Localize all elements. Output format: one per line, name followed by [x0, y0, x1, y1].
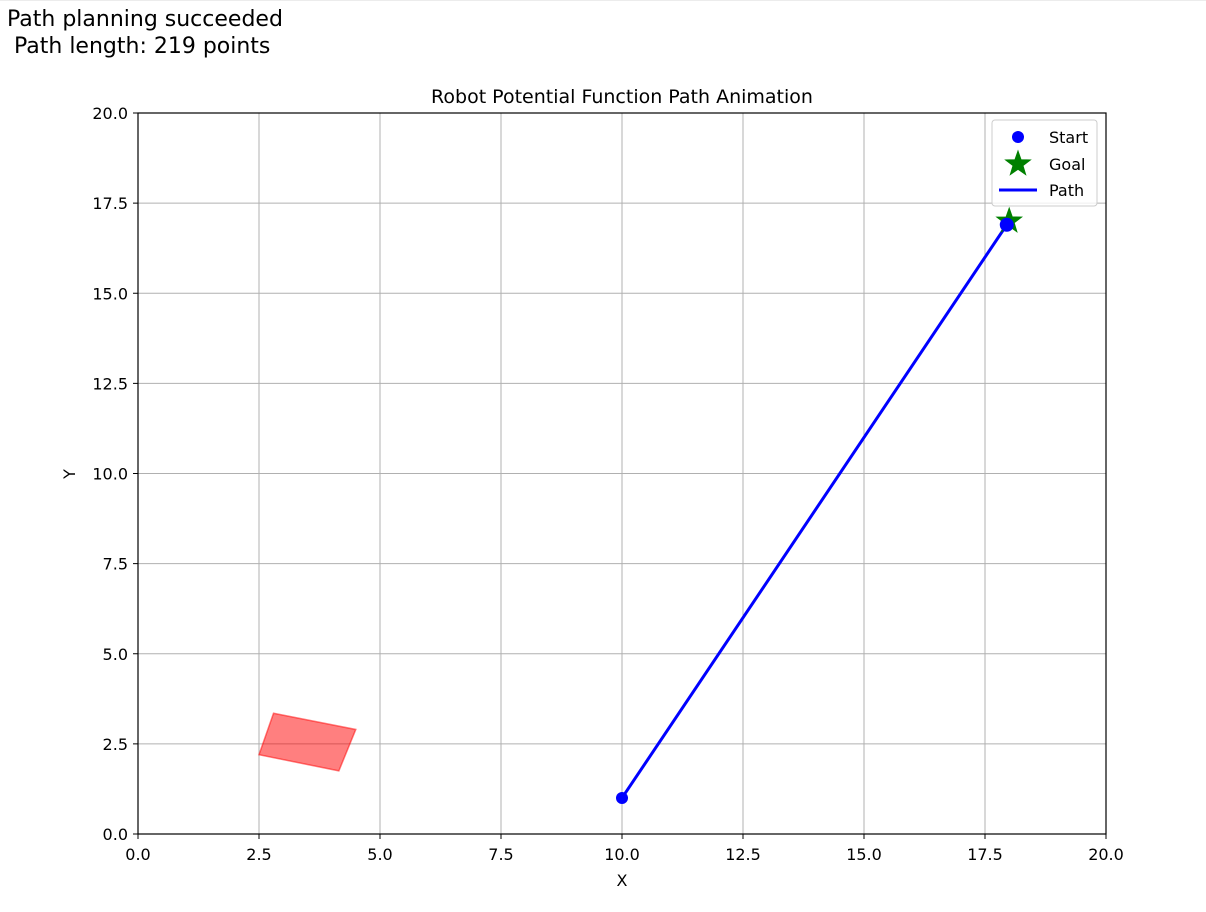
- legend-label-path: Path: [1049, 181, 1084, 200]
- axes-frame: [137, 112, 1107, 835]
- y-tick-label: 20.0: [92, 104, 128, 123]
- x-tick-label: 15.0: [846, 845, 882, 864]
- y-tick-label: 10.0: [92, 465, 128, 484]
- legend-label-start: Start: [1049, 128, 1088, 147]
- y-tick-label: 5.0: [103, 645, 128, 664]
- status-line-2: Path length: 219 points: [7, 34, 271, 59]
- x-tick-label: 10.0: [604, 845, 640, 864]
- legend: Start Goal Path: [991, 119, 1098, 207]
- plot-area: [258, 206, 1024, 804]
- y-tick-label: 7.5: [103, 555, 128, 574]
- x-tick-label: 20.0: [1088, 845, 1124, 864]
- robot-current-point: [999, 217, 1014, 232]
- x-tick-label: 12.5: [725, 845, 761, 864]
- y-tick-label: 2.5: [103, 735, 128, 754]
- x-tick-label: 7.5: [488, 845, 513, 864]
- start-point: [616, 791, 628, 804]
- chart-title: Robot Potential Function Path Animation: [431, 86, 813, 108]
- path-line: [620, 223, 1009, 799]
- y-axis-label: Y: [60, 469, 79, 480]
- status-line-1: Path planning succeeded: [7, 7, 283, 32]
- y-tick-label: 0.0: [103, 825, 128, 844]
- legend-goal-marker: [1004, 149, 1032, 176]
- x-tick-label: 0.0: [125, 845, 150, 864]
- x-axis-label: X: [617, 871, 628, 890]
- axis-ticks: 0.0 2.5 5.0 7.5 10.0 12.5 15.0 17.5 20.0 0.0 2.5 5.…: [92, 104, 1123, 864]
- status-text: Path planning succeeded Path length: 219…: [7, 6, 283, 60]
- y-tick-label: 15.0: [92, 284, 128, 303]
- y-tick-label: 12.5: [92, 374, 128, 393]
- x-tick-label: 5.0: [367, 845, 392, 864]
- y-tick-label: 17.5: [92, 194, 128, 213]
- x-tick-label: 17.5: [967, 845, 1003, 864]
- x-tick-label: 2.5: [246, 845, 271, 864]
- legend-label-goal: Goal: [1049, 155, 1085, 174]
- obstacle-polygon: [258, 712, 357, 772]
- top-border: [0, 0, 1206, 1]
- legend-start-marker: [1012, 131, 1024, 143]
